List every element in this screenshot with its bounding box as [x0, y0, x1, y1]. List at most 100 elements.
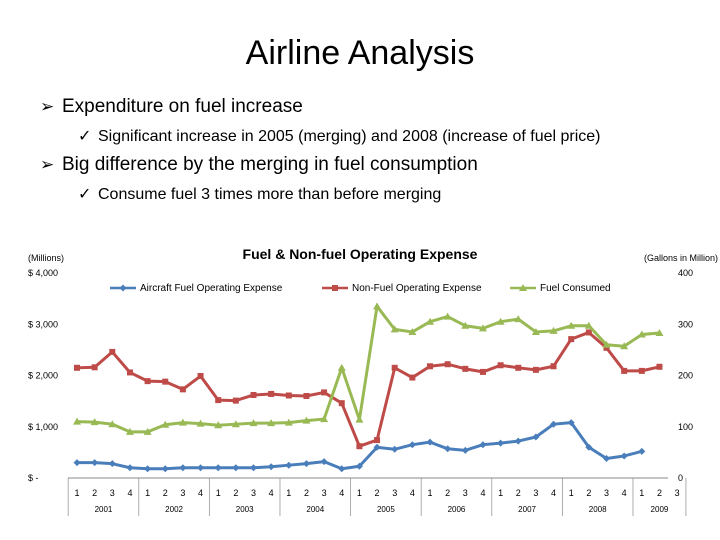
data-point — [532, 366, 539, 373]
x-tick-label: 2 — [304, 488, 309, 498]
data-point — [655, 328, 664, 336]
data-point — [215, 397, 222, 404]
data-point — [603, 455, 610, 463]
data-point — [567, 321, 576, 329]
legend-label-1: Aircraft Fuel Operating Expense — [140, 283, 283, 294]
data-point — [638, 447, 646, 455]
data-point — [621, 367, 628, 374]
data-point — [444, 445, 452, 453]
data-point — [479, 368, 486, 375]
year-label: 2004 — [306, 505, 324, 514]
x-tick-label: 1 — [216, 488, 221, 498]
data-point — [178, 418, 187, 426]
data-point — [568, 336, 575, 343]
arrow-bullet-icon: ➢ — [40, 155, 55, 174]
data-point — [338, 465, 346, 473]
data-point — [426, 317, 434, 325]
x-tick-label: 4 — [127, 488, 132, 498]
data-point — [144, 465, 152, 473]
data-point — [549, 326, 558, 334]
data-point — [91, 459, 99, 467]
x-tick-label: 4 — [198, 488, 203, 498]
data-point — [550, 363, 557, 370]
data-point — [390, 325, 399, 333]
year-label: 2001 — [95, 505, 113, 514]
chart-title: Fuel & Non-fuel Operating Expense — [243, 246, 478, 262]
data-point — [73, 459, 81, 467]
x-tick-label: 1 — [286, 488, 291, 498]
y-left-tick-label: $ 3,000 — [28, 319, 58, 329]
sub-bullet-1: ✓ Significant increase in 2005 (merging) … — [78, 126, 601, 146]
x-tick-label: 1 — [498, 488, 503, 498]
data-point — [355, 415, 364, 423]
data-point — [249, 419, 258, 427]
data-point — [108, 460, 116, 468]
data-point — [108, 420, 117, 428]
data-point — [109, 348, 116, 355]
data-point — [603, 344, 610, 351]
x-tick-label: 3 — [180, 488, 185, 498]
series-line-2 — [76, 330, 660, 448]
data-point — [391, 445, 399, 453]
x-tick-label: 2 — [375, 488, 380, 498]
year-label: 2007 — [518, 505, 536, 514]
data-point — [584, 321, 593, 329]
data-point — [356, 443, 363, 450]
bullet-2-text: Big difference by the merging in fuel co… — [62, 154, 478, 175]
data-point — [479, 441, 487, 449]
data-point — [408, 441, 416, 449]
data-point — [320, 415, 329, 423]
data-point — [126, 369, 133, 376]
x-tick-label: 2 — [233, 488, 238, 498]
data-point — [250, 391, 257, 398]
data-point — [144, 378, 151, 385]
x-tick-label: 4 — [339, 488, 344, 498]
data-point — [125, 427, 134, 435]
y-left-tick-label: $ 4,000 — [28, 268, 58, 278]
data-point — [497, 362, 504, 369]
sub-bullet-2-text: Consume fuel 3 times more than before me… — [98, 186, 442, 203]
y-left-tick-label: $ - — [28, 473, 39, 483]
x-tick-label: 1 — [427, 488, 432, 498]
data-point — [91, 364, 98, 371]
data-point — [267, 419, 276, 427]
data-point — [637, 330, 646, 338]
x-tick-label: 1 — [357, 488, 362, 498]
x-tick-label: 3 — [675, 488, 680, 498]
data-point — [126, 464, 134, 472]
data-point — [408, 327, 417, 335]
y-right-label: (Gallons in Million) — [644, 253, 718, 263]
data-point — [74, 364, 80, 371]
data-point — [302, 460, 310, 468]
data-point — [373, 443, 381, 451]
x-tick-label: 3 — [251, 488, 256, 498]
data-point — [267, 463, 275, 471]
data-point — [90, 418, 99, 426]
y-right-tick-label: 0 — [678, 473, 683, 483]
data-point — [320, 458, 328, 466]
sub-bullet-2: ✓ Consume fuel 3 times more than before m… — [78, 184, 441, 204]
y-right-tick-label: 400 — [678, 268, 693, 278]
x-tick-label: 3 — [110, 488, 115, 498]
data-point — [426, 438, 434, 446]
slide-title: Airline Analysis — [245, 34, 475, 72]
data-point — [373, 302, 382, 310]
data-point — [496, 317, 505, 325]
data-point — [143, 427, 152, 435]
year-label: 2005 — [377, 505, 395, 514]
x-tick-label: 1 — [74, 488, 79, 498]
data-point — [461, 446, 469, 454]
x-tick-label: 2 — [586, 488, 591, 498]
data-point — [478, 324, 487, 332]
x-tick-label: 2 — [445, 488, 450, 498]
legend-marker — [332, 285, 338, 291]
x-tick-label: 4 — [480, 488, 485, 498]
bullet-2: ➢ Big difference by the merging in fuel c… — [40, 154, 478, 176]
data-point — [444, 361, 451, 368]
x-tick-label: 1 — [569, 488, 574, 498]
y-right-tick-label: 100 — [678, 422, 693, 432]
data-point — [514, 315, 523, 323]
data-point — [461, 321, 470, 329]
data-point — [638, 367, 645, 374]
arrow-bullet-icon: ➢ — [40, 97, 55, 116]
